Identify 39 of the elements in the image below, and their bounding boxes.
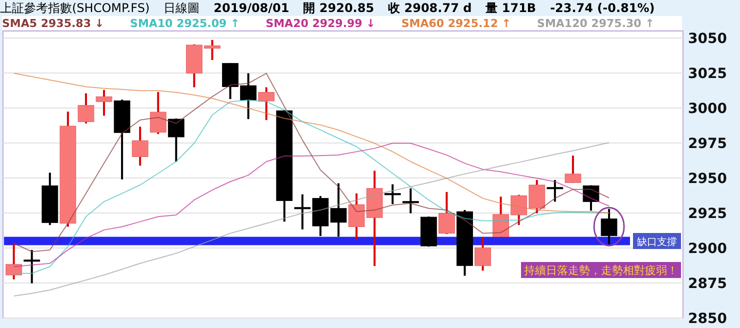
text: 開 2920.85 xyxy=(303,0,374,16)
band-label: 缺口支撐 xyxy=(637,236,677,248)
candlestick xyxy=(96,88,112,117)
y-tick-label: 2975 xyxy=(688,136,727,152)
candlestick xyxy=(24,248,40,284)
candlestick xyxy=(384,183,401,206)
y-tick-label: 2875 xyxy=(688,276,727,292)
y-tick-label: 2900 xyxy=(688,241,728,257)
candlestick xyxy=(132,126,148,167)
candlestick xyxy=(168,118,184,163)
y-tick-label: 3050 xyxy=(688,31,728,47)
y-tick-label: 2850 xyxy=(688,311,728,327)
text: 收 2908.77 d xyxy=(388,0,472,16)
candlestick xyxy=(150,91,166,136)
candlestick xyxy=(6,242,22,280)
text: 量 171B xyxy=(486,0,536,16)
line-series xyxy=(13,142,610,297)
candlestick xyxy=(546,178,564,203)
candlestick xyxy=(438,191,455,235)
annotation: 持續日落走勢，走勢相對疲弱！ xyxy=(524,264,678,277)
candlestick xyxy=(402,187,419,214)
y-tick-label: 2925 xyxy=(688,206,727,222)
text: SMA20 2929.99 ↓ xyxy=(266,16,376,30)
candlestick xyxy=(564,154,582,184)
text: -23.74 (-0.81%) xyxy=(550,1,655,15)
text: 日線圖 xyxy=(164,0,200,16)
candlestick xyxy=(474,236,491,272)
chart-title: 上証參考指數(SHCOMP.FS) xyxy=(0,0,150,16)
text: SMA60 2925.12 ↑ xyxy=(401,16,512,30)
y-tick-label: 3000 xyxy=(688,101,728,117)
candlestick xyxy=(78,92,94,124)
text: SMA5 2935.83 ↓ xyxy=(2,16,104,30)
text: SMA10 2925.09 ↑ xyxy=(130,16,240,30)
y-tick-label: 2950 xyxy=(688,171,728,187)
text: 2019/08/01 xyxy=(214,1,290,15)
y-tick-label: 3025 xyxy=(688,66,727,82)
candlestick xyxy=(258,86,275,122)
text: SMA120 2975.30 ↑ xyxy=(537,16,654,30)
candlestick xyxy=(600,208,618,246)
